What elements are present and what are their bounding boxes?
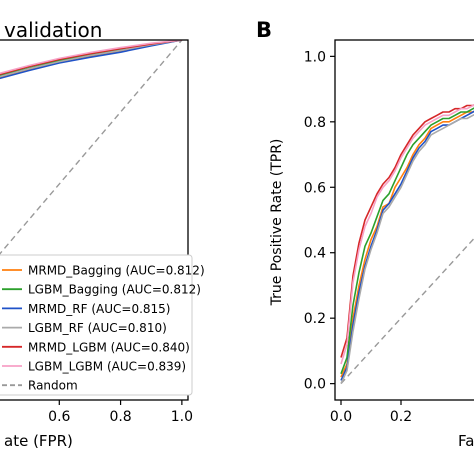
panel-b-series-mrmd-lgbm <box>340 104 474 358</box>
panel-a-x-tick-label: 0.6 <box>48 409 70 425</box>
panel-a-series-random <box>0 40 183 255</box>
panel-b-y-tick-label: 1.0 <box>304 49 326 65</box>
panel-a-x-tick-label: 0.8 <box>109 409 131 425</box>
panel-a-x-tick-label: 1.0 <box>171 409 193 425</box>
panel-a-series-mrmd-rf <box>0 40 183 80</box>
panel-b-series-mrmd-bagging <box>340 110 474 378</box>
panel-b-axes-frame <box>334 39 474 401</box>
panel-b-x-ticks: 0.0 0.2 <box>330 400 412 425</box>
panel-b-y-tick-label: 0.2 <box>304 311 326 327</box>
panel-b-y-axis-label: True Positive Rate (TPR) <box>269 139 285 307</box>
panel-b-x-tick-label: 0.0 <box>330 409 352 425</box>
panel-b-y-tick-label: 0.0 <box>304 377 326 393</box>
legend-item-random: Random <box>2 379 78 393</box>
legend-label: MRMD_Bagging (AUC=0.812) <box>28 264 205 278</box>
panel-a-legend: MRMD_Bagging (AUC=0.812) LGBM_Bagging (AU… <box>0 254 205 396</box>
panel-b-y-tick-label: 0.6 <box>304 180 326 196</box>
legend-item-mrmd-rf: MRMD_RF (AUC=0.815) <box>2 302 170 316</box>
panel-a-axes-frame <box>0 39 189 401</box>
legend-box <box>0 254 193 396</box>
legend-label: Random <box>28 379 78 393</box>
panel-a-x-ticks: 0.6 0.8 1.0 <box>48 400 193 425</box>
legend-item-lgbm-rf: LGBM_RF (AUC=0.810) <box>2 321 167 335</box>
panel-b-label: B <box>256 18 272 42</box>
panel-b-y-tick-label: 0.4 <box>304 246 326 262</box>
legend-item-lgbm-lgbm: LGBM_LGBM (AUC=0.839) <box>2 360 186 374</box>
panel-b-y-ticks: 0.0 0.2 0.4 0.6 0.8 1.0 <box>304 49 335 393</box>
panel-b-series-lgbm-lgbm <box>340 104 474 365</box>
panel-b-series-random <box>340 237 474 385</box>
legend-label: MRMD_LGBM (AUC=0.840) <box>28 340 190 354</box>
panel-b-series-lgbm-bagging <box>340 107 474 375</box>
panel-a-series <box>0 40 183 255</box>
legend-label: LGBM_LGBM (AUC=0.839) <box>28 360 186 374</box>
panel-b-x-tick-label: 0.2 <box>390 409 412 425</box>
panel-b-series-lgbm-rf <box>340 113 474 384</box>
panel-a-x-axis-label: ate (FPR) <box>4 432 73 450</box>
legend-label: MRMD_RF (AUC=0.815) <box>28 302 170 316</box>
panel-b-x-axis-label: Fa <box>458 432 474 450</box>
legend-item-mrmd-bagging: MRMD_Bagging (AUC=0.812) <box>2 264 205 278</box>
panel-a: validation 0.6 0.8 1.0 ate (FPR) MRMD_Bagg… <box>0 18 205 450</box>
panel-b-y-tick-label: 0.8 <box>304 115 326 131</box>
legend-label: LGBM_RF (AUC=0.810) <box>28 321 167 335</box>
panel-a-title: validation <box>4 18 102 42</box>
panel-b: B True Positive Rate (TPR) 0.00.20.40.60… <box>256 18 474 450</box>
panel-b-series <box>340 104 474 385</box>
legend-label: LGBM_Bagging (AUC=0.812) <box>28 283 201 297</box>
legend-item-lgbm-bagging: LGBM_Bagging (AUC=0.812) <box>2 283 201 297</box>
legend-item-mrmd-lgbm: MRMD_LGBM (AUC=0.840) <box>2 340 190 354</box>
panel-a-series-lgbm-lgbm <box>0 40 182 75</box>
